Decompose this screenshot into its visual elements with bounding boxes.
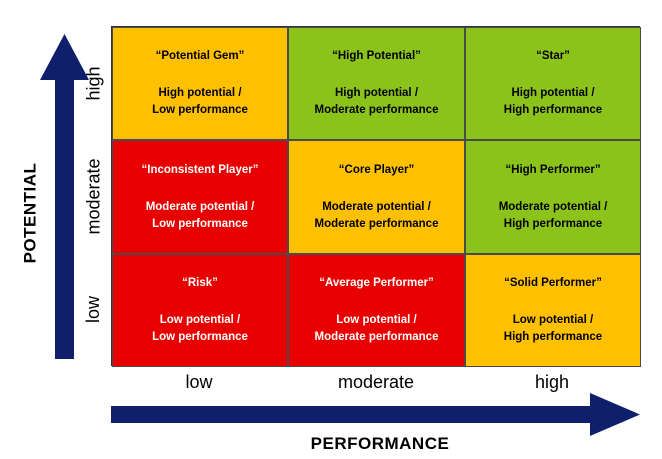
cell-risk: “Risk” Low potential / Low performance (112, 254, 288, 367)
x-tick-high: high (534, 372, 570, 392)
x-tick-moderate: moderate (337, 372, 415, 392)
cell-title: “High Potential” (332, 50, 421, 62)
cell-desc-line2: High performance (503, 217, 603, 230)
y-tick-high: high (80, 28, 108, 138)
cell-desc-line1: Low potential / (336, 314, 417, 326)
cell-title: “High Performer” (505, 163, 601, 176)
cell-desc-line2: Low performance (152, 217, 248, 230)
y-tick-moderate: moderate (80, 140, 108, 252)
cell-inconsistent-player: “Inconsistent Player” Moderate potential… (112, 140, 288, 254)
cell-potential-gem: “Potential Gem” High potential / Low per… (112, 27, 288, 140)
performance-axis-title: PERFORMANCE (310, 434, 450, 453)
cell-desc-line1: Moderate potential / (322, 200, 431, 213)
cell-high-performer: “High Performer” Moderate potential / Hi… (465, 140, 641, 254)
cell-desc-line1: High potential / (158, 87, 242, 99)
cell-desc-line2: Moderate performance (314, 331, 439, 343)
cell-desc-line1: High potential / (334, 87, 419, 99)
potential-arrow (40, 34, 89, 359)
cell-desc-line2: High performance (503, 331, 603, 343)
cell-title: “Core Player” (338, 163, 415, 176)
performance-arrow (111, 393, 640, 436)
y-tick-low: low (80, 254, 108, 364)
cell-title: “Potential Gem” (155, 50, 245, 62)
cell-title: “Risk” (182, 277, 218, 289)
cell-solid-performer: “Solid Performer” Low potential / High p… (465, 254, 641, 367)
cell-desc-line1: High potential / (511, 87, 595, 99)
y-tick-high-label: high (83, 65, 104, 101)
potential-axis-title-text: POTENTIAL (20, 162, 39, 263)
cell-desc-line1: Low potential / (159, 314, 241, 326)
cell-title: “Inconsistent Player” (141, 163, 259, 176)
cell-title: “Solid Performer” (504, 277, 602, 289)
cell-desc-line2: Low performance (152, 104, 248, 116)
cell-desc-line1: Low potential / (512, 314, 594, 326)
cell-desc-line1: Moderate potential / (145, 200, 255, 213)
y-tick-moderate-label: moderate (83, 157, 104, 235)
cell-desc-line2: High performance (503, 104, 603, 116)
x-tick-low: low (185, 372, 213, 392)
cell-title: “Star” (536, 50, 570, 62)
cell-desc-line2: Moderate performance (314, 217, 439, 230)
cell-desc-line2: Low performance (152, 331, 248, 343)
cell-high-potential: “High Potential” High potential / Modera… (288, 27, 465, 140)
y-tick-low-label: low (83, 295, 104, 323)
potential-axis-title: POTENTIAL (8, 145, 52, 280)
cell-core-player: “Core Player” Moderate potential / Moder… (288, 140, 465, 254)
cell-average-performer: “Average Performer” Low potential / Mode… (288, 254, 465, 367)
cell-desc-line1: Moderate potential / (498, 200, 608, 213)
cell-star: “Star” High potential / High performance (465, 27, 641, 140)
nine-box-grid: “Potential Gem” High potential / Low per… (111, 26, 641, 367)
cell-desc-line2: Moderate performance (314, 104, 439, 116)
cell-title: “Average Performer” (319, 277, 434, 289)
